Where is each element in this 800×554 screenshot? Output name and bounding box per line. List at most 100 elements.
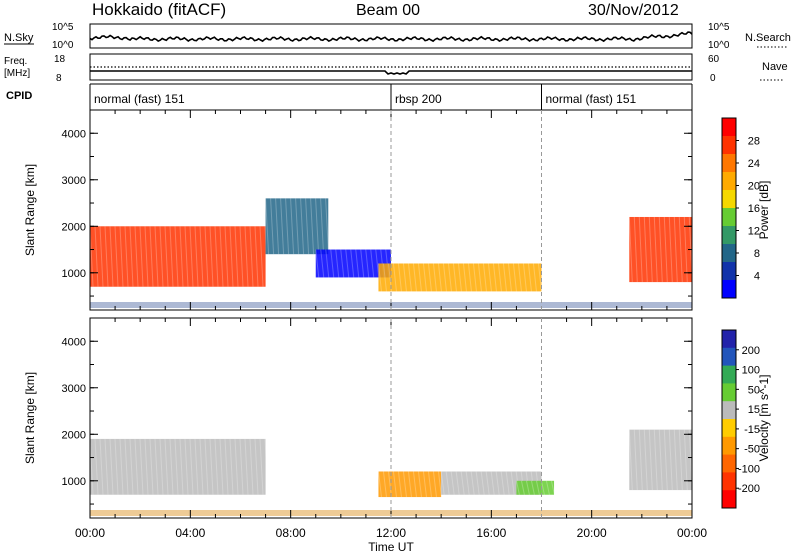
velocity-region-texture <box>668 429 673 491</box>
velocity-region-texture <box>470 471 475 495</box>
velocity-region-texture <box>259 438 264 495</box>
power-region-texture <box>270 198 275 255</box>
velocity-region-texture <box>683 429 688 491</box>
velocity-region-texture <box>189 438 194 495</box>
y-tick-label: 2000 <box>62 221 86 233</box>
colorbar-tick-label: -15 <box>744 424 760 436</box>
y-tick-label: 4000 <box>62 336 86 348</box>
velocity-region <box>629 429 692 491</box>
colorbar-swatch <box>722 118 736 137</box>
nsky-tick-hi: 10^5 <box>52 22 74 33</box>
cpid-mode-label: normal (fast) 151 <box>94 92 185 106</box>
x-tick-label: 00:00 <box>677 526 707 540</box>
power-region-texture <box>159 226 164 287</box>
cpid-mode-label: normal (fast) 151 <box>546 92 637 106</box>
power-region-texture <box>527 263 532 292</box>
power-region-texture <box>648 216 653 283</box>
velocity-region-texture <box>427 471 432 498</box>
freq-series <box>90 70 692 75</box>
power-region-texture <box>104 226 109 287</box>
velocity-region-texture <box>490 471 495 495</box>
power-region-texture <box>199 226 204 287</box>
power-region-texture <box>290 198 295 255</box>
power-region-texture <box>375 249 380 278</box>
power-region-texture <box>179 226 184 287</box>
colorbar-swatch <box>722 436 736 456</box>
colorbar-swatch <box>722 280 736 299</box>
power-region-texture <box>482 263 487 292</box>
velocity-region-texture <box>234 438 239 495</box>
velocity-region-texture <box>485 471 490 495</box>
velocity-region-texture <box>109 438 114 495</box>
power-region-texture <box>234 226 239 287</box>
velocity-region-texture <box>124 438 129 495</box>
power-region-texture <box>382 263 387 292</box>
y-tick-label: 2000 <box>62 429 86 441</box>
power-region-texture <box>164 226 169 287</box>
colorbar-swatch <box>722 208 736 227</box>
colorbar-swatch <box>722 490 736 509</box>
velocity-region-texture <box>204 438 209 495</box>
velocity-region-texture <box>397 471 402 498</box>
colorbar-swatch <box>722 472 736 491</box>
velocity-region-texture <box>510 471 515 495</box>
velocity-region <box>516 480 555 495</box>
colorbar-tick-label: 16 <box>748 203 760 215</box>
power-region-texture <box>134 226 139 287</box>
power-region-texture <box>643 216 648 283</box>
power-region-texture <box>487 263 492 292</box>
beam-title: Beam 00 <box>356 2 420 19</box>
power-region-texture <box>653 216 658 283</box>
velocity-region-texture <box>678 429 683 491</box>
velocity-panel: 1000 2000 3000 4000 <box>62 317 693 519</box>
colorbar-swatch <box>722 347 736 367</box>
colorbar-tick-label: -50 <box>744 444 760 456</box>
cpid-row: CPID normal (fast) 151 rbsp 200 normal (fa… <box>6 83 693 110</box>
velocity-region-texture <box>530 480 535 495</box>
velocity-region-texture <box>249 438 254 495</box>
power-region-texture <box>184 226 189 287</box>
power-region-texture <box>129 226 134 287</box>
velocity-region-texture <box>638 429 643 491</box>
velocity-region-texture <box>445 471 450 495</box>
velocity-region-texture <box>440 471 445 495</box>
velocity-cbar-label: Velocity [m s^-1] <box>757 375 771 462</box>
power-region-texture <box>239 226 244 287</box>
station-title: Hokkaido (fitACF) <box>92 0 226 19</box>
power-region-texture <box>285 198 290 255</box>
freq-label-2: [MHz] <box>4 68 30 79</box>
power-region-texture <box>320 249 325 278</box>
velocity-region-texture <box>515 480 520 495</box>
freq-tick-lo: 8 <box>56 73 62 84</box>
nave-label: Nave <box>762 61 788 73</box>
power-region-texture <box>663 216 668 283</box>
power-region-texture <box>315 198 320 255</box>
x-tick-label: 12:00 <box>376 526 406 540</box>
velocity-region-texture <box>540 480 545 495</box>
velocity-region-texture <box>154 438 159 495</box>
power-region-texture <box>204 226 209 287</box>
velocity-region-texture <box>129 438 134 495</box>
colorbar-swatch <box>722 454 736 473</box>
power-region-texture <box>402 263 407 292</box>
power-region-texture <box>497 263 502 292</box>
power-region-texture <box>124 226 129 287</box>
velocity-region-texture <box>194 438 199 495</box>
power-region-texture <box>502 263 507 292</box>
power-region-texture <box>144 226 149 287</box>
velocity-region-texture <box>179 438 184 495</box>
power-region-texture <box>264 226 269 287</box>
power-region-texture <box>360 249 365 278</box>
power-region-texture <box>355 249 360 278</box>
velocity-region-texture <box>149 438 154 495</box>
freq-label-1: Freq. <box>4 56 27 67</box>
velocity-region-texture <box>437 471 442 498</box>
x-tick-label: 04:00 <box>175 526 205 540</box>
colorbar-swatch <box>722 154 736 173</box>
power-region-texture <box>512 263 517 292</box>
velocity-region-texture <box>264 438 269 495</box>
velocity-region-texture <box>174 438 179 495</box>
date-title: 30/Nov/2012 <box>588 2 679 19</box>
velocity-region-texture <box>159 438 164 495</box>
velocity-region-texture <box>387 471 392 498</box>
